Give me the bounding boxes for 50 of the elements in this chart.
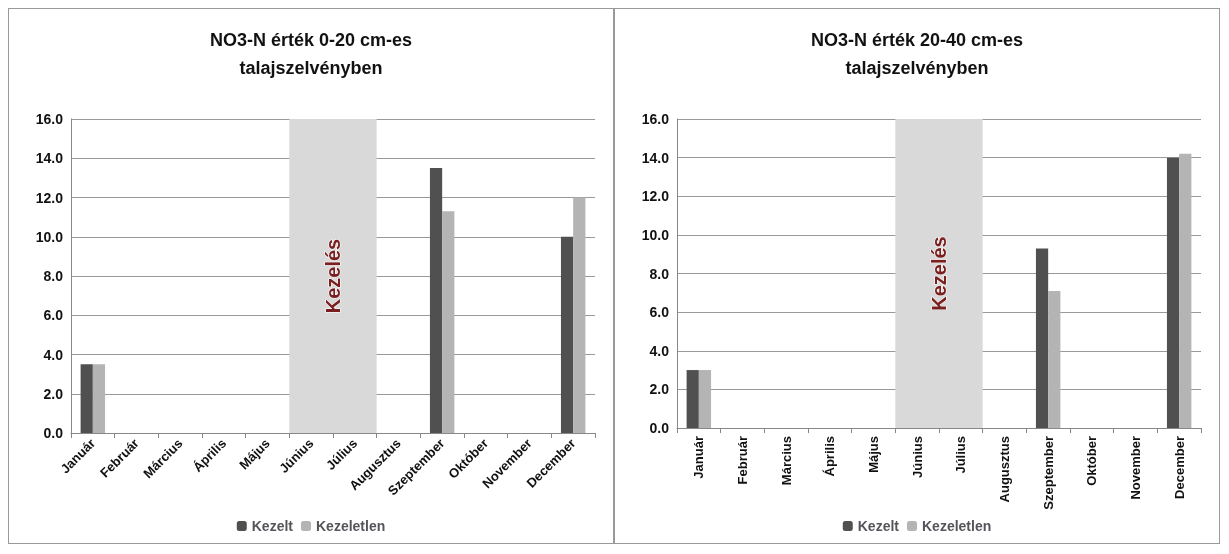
y-tick-label: 12.0 bbox=[35, 189, 64, 206]
bar bbox=[698, 370, 712, 428]
x-tick-label: Április bbox=[822, 436, 838, 477]
chart-title: NO3-N érték 0-20 cm-es talajszelvényben bbox=[209, 30, 413, 78]
x-tick-label: Január bbox=[691, 436, 707, 479]
y-tick-label: 2.0 bbox=[649, 381, 670, 398]
y-tick-label: 2.0 bbox=[43, 385, 64, 402]
x-tick-label: Március bbox=[778, 436, 794, 486]
y-tick-label: 16.0 bbox=[35, 111, 64, 127]
legend-label: Kezelt bbox=[251, 518, 294, 534]
y-tick-label: 10.0 bbox=[641, 226, 670, 243]
y-tick-label: 6.0 bbox=[43, 307, 64, 324]
x-tick-label: November bbox=[1128, 436, 1143, 500]
x-tick-label: Május bbox=[866, 436, 881, 473]
y-tick-label: 16.0 bbox=[641, 111, 670, 127]
y-tick-label: 0.0 bbox=[649, 420, 670, 436]
x-tick-label: Június bbox=[909, 436, 925, 478]
x-tick-label: Október bbox=[1084, 436, 1100, 486]
bar bbox=[573, 197, 586, 433]
bar bbox=[1179, 153, 1192, 428]
y-tick-label: 14.0 bbox=[35, 150, 64, 167]
y-tick-label: 4.0 bbox=[649, 342, 670, 359]
y-tick-label: 10.0 bbox=[35, 228, 64, 245]
legend-label: Kezelt bbox=[857, 518, 900, 534]
bar bbox=[442, 211, 455, 433]
band-label: Kezelés bbox=[322, 238, 344, 314]
x-tick-label: December bbox=[1171, 436, 1187, 499]
bar bbox=[1048, 290, 1061, 428]
bar bbox=[80, 364, 93, 433]
x-tick-label: Szeptember bbox=[1040, 436, 1056, 510]
bar bbox=[686, 370, 699, 428]
y-tick-label: 14.0 bbox=[641, 149, 670, 166]
y-tick-label: 0.0 bbox=[43, 425, 64, 441]
x-tick-label: Július bbox=[953, 436, 969, 474]
bar bbox=[1166, 157, 1180, 428]
legend-label: Kezeletlen bbox=[921, 518, 992, 534]
y-tick-label: 8.0 bbox=[43, 268, 64, 284]
y-tick-label: 8.0 bbox=[649, 265, 670, 282]
y-tick-label: 4.0 bbox=[43, 346, 64, 363]
bar bbox=[1035, 248, 1049, 428]
y-tick-label: 6.0 bbox=[649, 304, 670, 321]
legend-label: Kezeletlen bbox=[315, 518, 386, 534]
bar bbox=[560, 236, 574, 433]
chart-title: NO3-N érték 20-40 cm-es talajszelvényben bbox=[810, 30, 1024, 78]
x-tick-label: Augusztus bbox=[997, 436, 1012, 503]
y-tick-label: 12.0 bbox=[641, 188, 670, 205]
band-label: Kezelés bbox=[928, 236, 950, 311]
x-tick-label: Február bbox=[735, 436, 750, 485]
bar bbox=[429, 168, 443, 433]
bar bbox=[92, 364, 106, 433]
